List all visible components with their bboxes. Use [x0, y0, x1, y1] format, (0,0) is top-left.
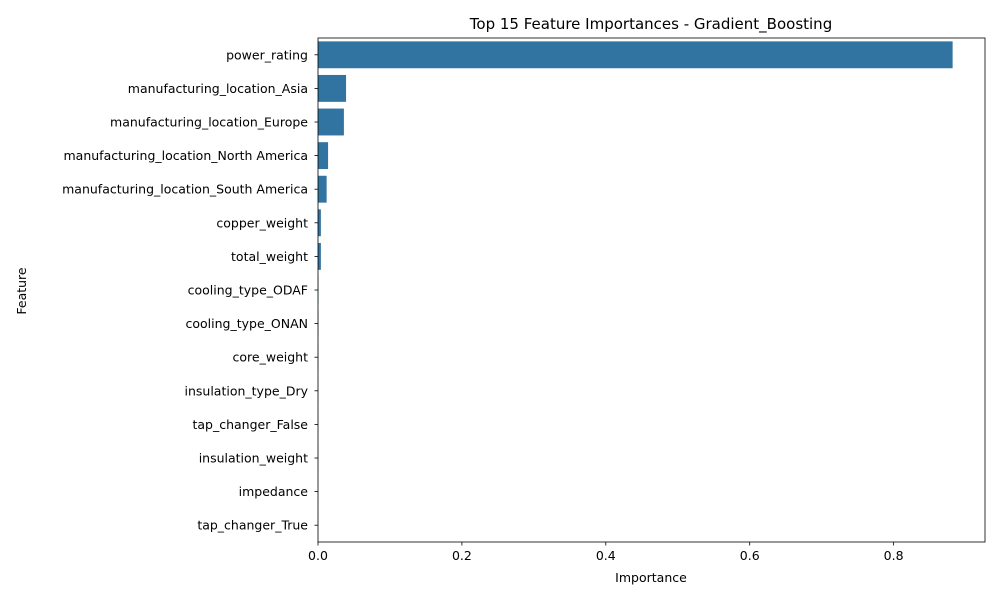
y-axis-label: Feature — [14, 267, 29, 315]
y-tick-label: core_weight — [233, 350, 309, 365]
bar-power_rating — [318, 41, 953, 69]
y-tick-label: tap_changer_False — [192, 417, 308, 432]
y-tick-label: tap_changer_True — [197, 518, 308, 533]
plot-frame — [317, 37, 986, 543]
y-tick-label: manufacturing_location_Asia — [128, 81, 308, 96]
bar-copper_weight — [318, 209, 321, 237]
x-tick-label: 0.6 — [740, 548, 760, 563]
chart-title: Top 15 Feature Importances - Gradient_Bo… — [469, 15, 832, 34]
y-tick-label: copper_weight — [216, 215, 308, 230]
y-tick-label: manufacturing_location_North America — [63, 148, 308, 163]
x-tick-label: 0.0 — [308, 548, 328, 563]
bar-manufacturing_location_south-america — [318, 175, 327, 203]
y-tick-label: power_rating — [226, 47, 308, 62]
y-tick-label: insulation_type_Dry — [185, 383, 309, 398]
y-tick-label: insulation_weight — [199, 451, 308, 466]
bars-group — [318, 41, 953, 539]
x-ticks-group: 0.0 0.2 0.4 0.6 0.8 — [308, 542, 904, 563]
bar-manufacturing_location_asia — [318, 74, 347, 102]
y-tick-label: manufacturing_location_Europe — [110, 115, 308, 130]
bar-manufacturing_location_europe — [318, 108, 344, 136]
x-tick-label: 0.8 — [884, 548, 904, 563]
y-tick-label: cooling_type_ODAF — [188, 283, 308, 298]
x-axis-label: Importance — [615, 570, 687, 585]
bar-manufacturing_location_north-america — [318, 142, 329, 170]
y-tick-label: manufacturing_location_South America — [62, 182, 308, 197]
bar-total_weight — [318, 242, 321, 270]
y-tick-label: impedance — [239, 484, 309, 499]
y-tick-label: cooling_type_ONAN — [186, 316, 309, 331]
x-tick-label: 0.2 — [452, 548, 472, 563]
y-tick-label: total_weight — [231, 249, 308, 264]
x-tick-label: 0.4 — [596, 548, 616, 563]
y-ticks-group: power_rating manufacturing_location_Asiam… — [62, 47, 318, 533]
